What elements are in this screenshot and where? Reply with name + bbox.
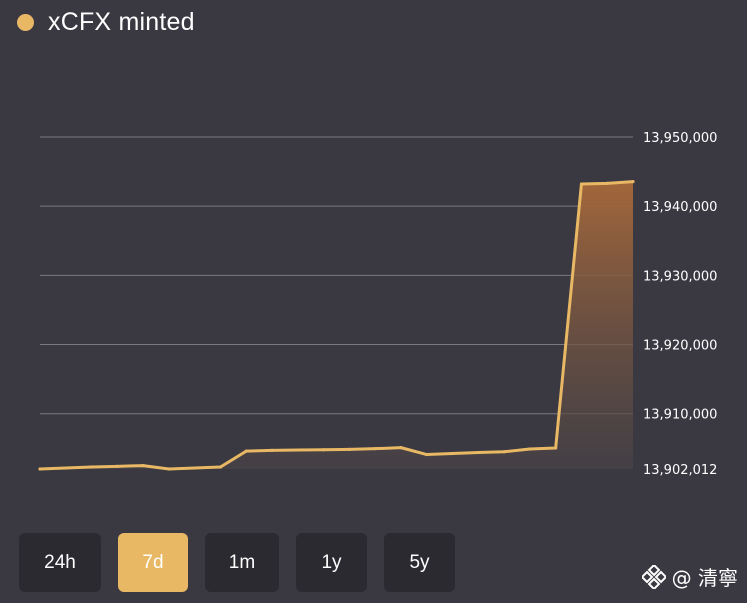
range-button-label: 7d <box>142 551 164 573</box>
data-point[interactable] <box>399 446 403 450</box>
y-tick-label: 13,950,000 <box>643 131 717 146</box>
legend-dot <box>17 13 34 31</box>
y-tick-label: 13,940,000 <box>643 200 717 215</box>
chart-title: xCFX minted <box>48 7 195 36</box>
data-point[interactable] <box>244 449 248 453</box>
range-button-label: 1y <box>321 551 342 573</box>
y-tick-label: 13,930,000 <box>643 269 717 284</box>
binance-logo-icon <box>641 564 666 589</box>
data-point[interactable] <box>450 451 455 456</box>
data-point[interactable] <box>425 452 429 457</box>
watermark: @ 清寧 <box>641 562 738 591</box>
data-point[interactable] <box>502 450 506 454</box>
data-point[interactable] <box>373 447 377 451</box>
data-point[interactable] <box>347 447 351 451</box>
data-point[interactable] <box>579 182 584 186</box>
data-point[interactable] <box>64 466 68 470</box>
area-layer <box>40 181 633 469</box>
data-point[interactable] <box>605 181 609 185</box>
data-point[interactable] <box>141 464 145 468</box>
range-button-label: 1m <box>228 551 256 573</box>
range-button-1m[interactable]: 1m <box>205 533 279 592</box>
data-point[interactable] <box>115 464 119 468</box>
series-area <box>40 181 633 469</box>
range-button-label: 24h <box>44 551 76 573</box>
y-tick-label: 13,920,000 <box>643 339 717 354</box>
data-point[interactable] <box>528 447 532 451</box>
range-button-7d[interactable]: 7d <box>118 533 188 592</box>
y-axis-ticks: 13,950,000 13,940,000 13,930,000 13,920,000… <box>643 131 717 478</box>
data-point[interactable] <box>554 446 558 450</box>
range-button-1y[interactable]: 1y <box>296 533 367 592</box>
data-point[interactable] <box>167 467 171 471</box>
range-button-5y[interactable]: 5y <box>384 533 455 592</box>
data-point[interactable] <box>193 466 197 470</box>
y-tick-label: 13,902,012 <box>643 463 717 478</box>
data-point[interactable] <box>270 448 274 453</box>
y-tick-label: 13,910,000 <box>643 408 717 423</box>
data-point[interactable] <box>322 448 326 452</box>
grid-lines <box>40 136 633 415</box>
data-point[interactable] <box>89 465 94 469</box>
data-point[interactable] <box>476 450 480 455</box>
range-button-label: 5y <box>409 551 430 573</box>
line-layer <box>38 180 635 471</box>
series-line <box>39 180 634 471</box>
data-point[interactable] <box>38 467 42 471</box>
chart: 13,950,000 13,940,000 13,930,000 13,920,000… <box>38 131 717 478</box>
data-point[interactable] <box>631 180 635 184</box>
data-point[interactable] <box>218 465 223 469</box>
data-point[interactable] <box>296 448 300 452</box>
watermark-text: @ 清寧 <box>671 566 738 590</box>
chart-header: xCFX minted <box>17 6 195 38</box>
range-button-24h[interactable]: 24h <box>19 533 101 592</box>
